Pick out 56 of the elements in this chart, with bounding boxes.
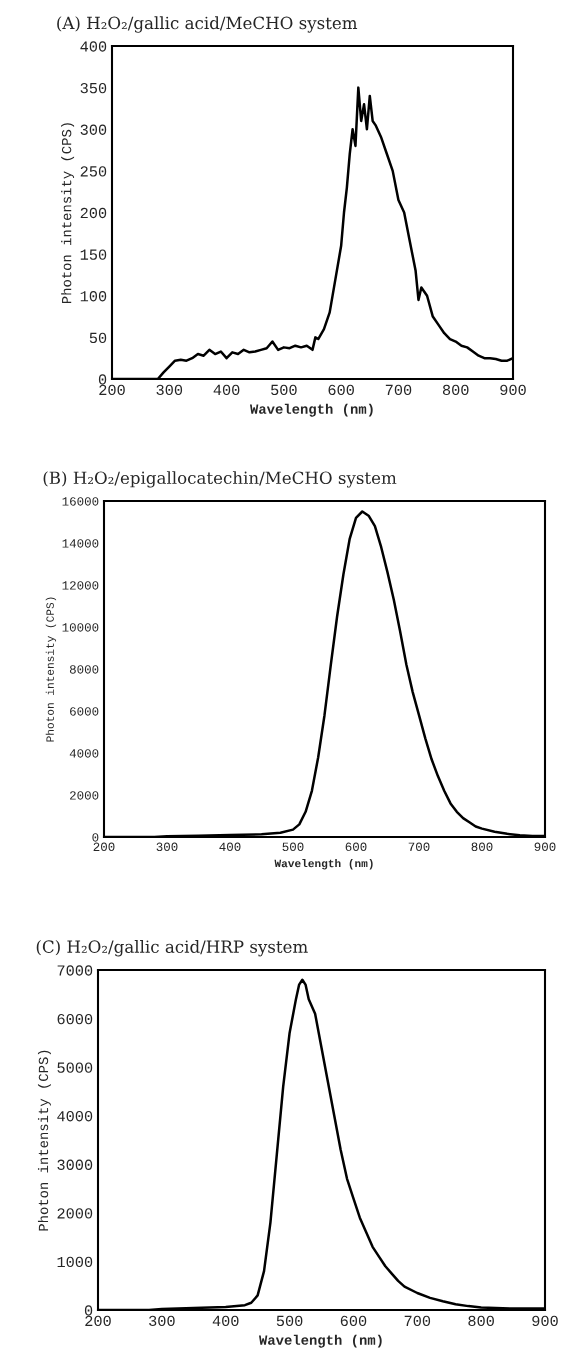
x-tick-label: 800 [442, 384, 469, 396]
x-tick-label: 400 [212, 1315, 239, 1327]
x-tick-label: 900 [534, 842, 556, 852]
chart-title: (A) H₂O₂/gallic acid/MeCHO system [57, 16, 358, 33]
y-tick-label: 12000 [62, 581, 99, 590]
chart-title: (B) H₂O₂/epigallocatechin/MeCHO system [43, 471, 397, 488]
y-tick-label: 4000 [69, 749, 99, 758]
y-tick-label: 2000 [70, 791, 99, 800]
y-tick-label: 16000 [62, 497, 99, 506]
y-axis-title: Photon intensity (CPS) [45, 597, 57, 742]
x-tick-label: 600 [340, 1315, 367, 1327]
x-tick-label: 800 [471, 842, 493, 852]
y-axis-title: Photon intensity (CPS) [61, 123, 75, 304]
x-axis-title: Wavelength (nm) [274, 859, 373, 870]
y-tick-label: 0 [98, 374, 107, 385]
y-tick-label: 50 [89, 332, 107, 344]
y-tick-label: 200 [80, 207, 107, 219]
y-tick-label: 4000 [57, 1111, 93, 1122]
y-tick-label: 0 [92, 833, 99, 842]
y-tick-label: 8000 [69, 665, 99, 674]
y-tick-label: 1000 [57, 1256, 93, 1268]
y-tick-label: 250 [80, 166, 107, 177]
y-tick-label: 7000 [57, 965, 93, 976]
x-tick-label: 500 [271, 384, 297, 396]
x-tick-label: 300 [156, 842, 178, 852]
y-tick-label: 350 [80, 82, 107, 94]
y-tick-label: 6000 [70, 707, 99, 716]
x-axis-title: Wavelength (nm) [249, 403, 373, 417]
x-tick-label: 700 [385, 384, 412, 396]
x-tick-label: 400 [219, 842, 241, 852]
x-tick-label: 700 [408, 842, 430, 852]
y-tick-label: 300 [80, 124, 107, 135]
y-tick-label: 3000 [57, 1159, 93, 1170]
x-tick-label: 600 [328, 384, 354, 396]
x-tick-label: 900 [532, 1315, 558, 1327]
x-tick-label: 500 [282, 842, 304, 852]
chart-title: (C) H₂O₂/gallic acid/HRP system [36, 940, 308, 957]
y-axis-title: Photon intensity (CPS) [37, 1050, 51, 1231]
x-tick-label: 300 [156, 384, 183, 396]
y-tick-label: 6000 [57, 1013, 93, 1025]
y-tick-label: 14000 [62, 539, 99, 548]
x-axis-title: Wavelength (nm) [258, 1334, 382, 1348]
x-tick-label: 900 [500, 384, 526, 396]
y-tick-label: 400 [80, 41, 107, 52]
x-tick-label: 400 [213, 384, 240, 396]
y-tick-label: 150 [80, 249, 107, 260]
y-tick-label: 2000 [57, 1208, 93, 1219]
y-tick-label: 10000 [62, 623, 99, 632]
y-tick-label: 0 [84, 1305, 93, 1316]
x-tick-label: 800 [468, 1315, 494, 1327]
x-tick-label: 600 [345, 842, 367, 852]
x-tick-label: 300 [149, 1315, 175, 1327]
y-tick-label: 5000 [57, 1062, 93, 1073]
x-tick-label: 700 [404, 1315, 431, 1327]
x-tick-label: 500 [276, 1315, 303, 1327]
y-tick-label: 100 [80, 291, 107, 302]
